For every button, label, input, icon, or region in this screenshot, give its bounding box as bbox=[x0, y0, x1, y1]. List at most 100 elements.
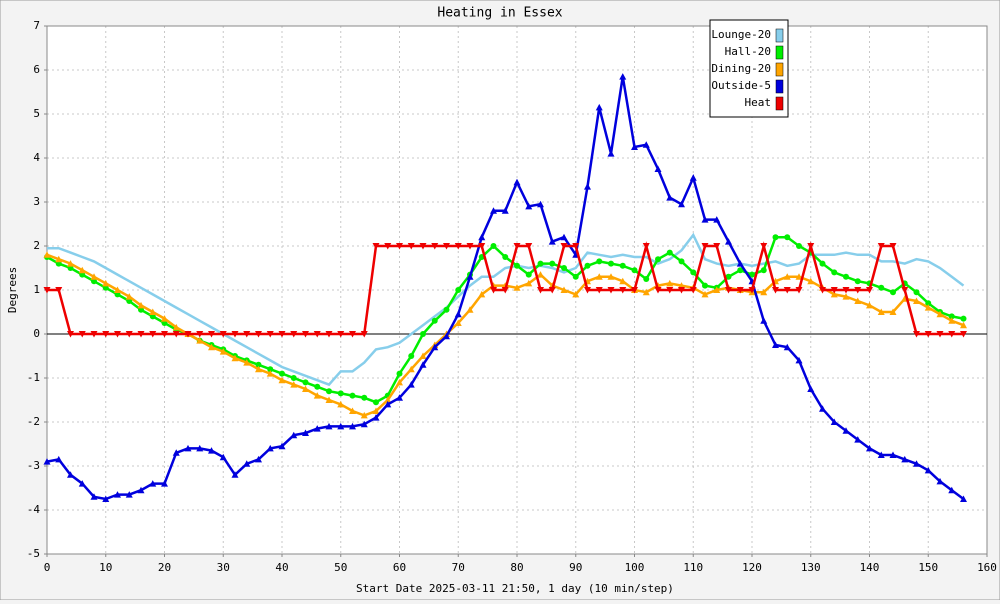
point bbox=[243, 331, 251, 338]
point bbox=[772, 287, 779, 294]
x-tick-label: 70 bbox=[452, 561, 465, 574]
y-tick-label: -5 bbox=[27, 547, 40, 560]
point bbox=[772, 234, 779, 241]
point bbox=[561, 265, 567, 271]
point bbox=[78, 266, 86, 274]
point bbox=[854, 436, 862, 443]
point bbox=[431, 317, 438, 324]
x-tick-label: 40 bbox=[275, 561, 288, 574]
point bbox=[196, 337, 204, 344]
point bbox=[172, 331, 180, 338]
point bbox=[78, 331, 86, 338]
point bbox=[689, 174, 697, 181]
point bbox=[807, 277, 815, 285]
point bbox=[725, 287, 732, 294]
legend-box bbox=[709, 19, 789, 118]
point bbox=[936, 331, 944, 338]
point bbox=[407, 365, 415, 373]
point bbox=[114, 331, 121, 338]
x-tick-label: 120 bbox=[742, 561, 762, 574]
point bbox=[748, 287, 756, 294]
x-tick-label: 100 bbox=[625, 561, 645, 574]
point bbox=[243, 460, 251, 467]
y-tick-label: 7 bbox=[33, 19, 40, 32]
point bbox=[184, 444, 192, 452]
point bbox=[361, 394, 368, 401]
point bbox=[514, 262, 520, 269]
point bbox=[784, 234, 791, 241]
point bbox=[67, 471, 74, 478]
point bbox=[443, 243, 450, 250]
point bbox=[619, 262, 626, 269]
point bbox=[924, 304, 932, 311]
point bbox=[842, 293, 850, 300]
point bbox=[736, 287, 744, 294]
point bbox=[701, 243, 709, 250]
point bbox=[90, 331, 98, 338]
point bbox=[325, 396, 333, 403]
legend-label: Outside-5 bbox=[711, 79, 771, 92]
y-tick-label: -4 bbox=[27, 503, 41, 516]
y-tick-label: -2 bbox=[27, 415, 40, 428]
point bbox=[819, 405, 826, 412]
point bbox=[854, 297, 862, 304]
point bbox=[396, 243, 403, 250]
point bbox=[114, 491, 121, 498]
x-tick-label: 80 bbox=[510, 561, 523, 574]
x-tick-label: 60 bbox=[393, 561, 406, 574]
point bbox=[219, 331, 227, 338]
point bbox=[549, 260, 556, 267]
point bbox=[807, 243, 815, 250]
point bbox=[572, 290, 580, 298]
point bbox=[466, 306, 474, 313]
point bbox=[866, 301, 873, 309]
point bbox=[666, 287, 674, 294]
y-tick-label: 0 bbox=[33, 327, 40, 340]
point bbox=[243, 359, 251, 366]
point bbox=[396, 378, 403, 386]
point bbox=[420, 331, 426, 337]
point bbox=[924, 466, 932, 474]
point bbox=[431, 243, 439, 250]
point bbox=[607, 273, 615, 280]
y-tick-label: 5 bbox=[33, 107, 40, 120]
point bbox=[384, 400, 392, 408]
point bbox=[219, 453, 227, 461]
point bbox=[889, 308, 897, 315]
point bbox=[713, 286, 721, 293]
point bbox=[619, 73, 627, 80]
point bbox=[372, 243, 380, 250]
point bbox=[537, 287, 544, 294]
point bbox=[278, 442, 286, 450]
point bbox=[913, 460, 920, 467]
point bbox=[255, 361, 262, 368]
point bbox=[290, 431, 298, 439]
point bbox=[443, 332, 450, 340]
point bbox=[842, 427, 850, 434]
point bbox=[196, 444, 204, 452]
point bbox=[795, 273, 803, 280]
point bbox=[396, 370, 403, 377]
point bbox=[595, 287, 603, 294]
point bbox=[455, 287, 462, 293]
point bbox=[114, 286, 121, 293]
x-tick-label: 140 bbox=[860, 561, 880, 574]
point bbox=[513, 178, 521, 186]
point bbox=[607, 287, 615, 294]
point bbox=[208, 343, 215, 351]
point bbox=[619, 277, 627, 285]
x-tick-label: 10 bbox=[99, 561, 112, 574]
point bbox=[266, 370, 274, 377]
point bbox=[43, 287, 51, 294]
point bbox=[219, 348, 227, 355]
point bbox=[525, 271, 532, 278]
point bbox=[466, 243, 474, 250]
point bbox=[349, 331, 356, 338]
point bbox=[749, 271, 755, 278]
point bbox=[325, 422, 333, 430]
legend-swatch bbox=[775, 62, 784, 77]
x-tick-label: 0 bbox=[44, 561, 51, 574]
point bbox=[137, 301, 145, 309]
point bbox=[760, 317, 768, 324]
point bbox=[208, 331, 215, 338]
